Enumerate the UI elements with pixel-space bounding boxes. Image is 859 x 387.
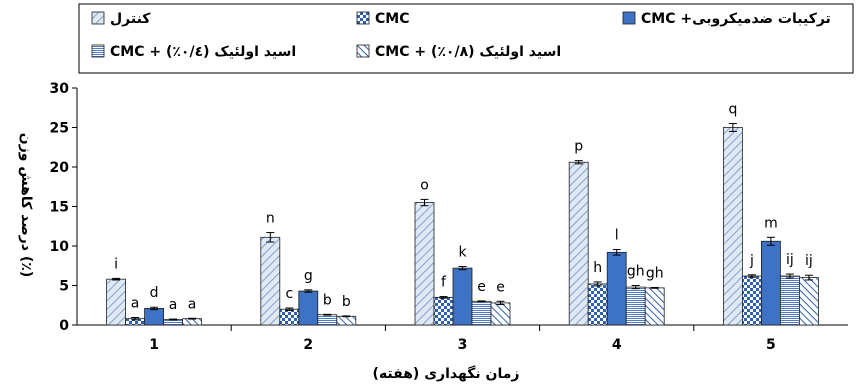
significance-letter: b [342,294,351,310]
y-tick-label: 25 [50,121,69,137]
bar [606,251,627,326]
y-tick-label: 30 [50,81,70,97]
bar [471,300,492,326]
bar [298,290,319,326]
legend-swatch [622,11,636,25]
x-tick-label: 4 [612,337,622,353]
legend-item-1: CMC [356,11,409,27]
bar [625,286,646,326]
legend-swatch [91,11,105,25]
bars: i n o p q a c f h j d g k l m a b e gh ij a b e gh ij [106,102,819,326]
bar [742,275,762,326]
legend-label: کنترل [110,11,151,27]
bar [452,267,473,326]
significance-letter: e [496,279,505,295]
significance-letter: q [728,102,737,118]
significance-letter: e [477,279,486,295]
x-tick-label: 2 [303,337,313,353]
significance-letter: f [441,275,447,291]
y-tick-label: 0 [59,318,69,334]
significance-letter: k [458,245,467,261]
significance-letter: b [323,292,332,308]
significance-letter: a [169,297,178,313]
legend-item-0: کنترل [91,11,151,27]
significance-letter: l [615,228,619,244]
legend-label: CMC [375,11,409,27]
y-tick-label: 15 [50,200,69,216]
x-tick-label: 5 [766,337,776,353]
legend-label: ترکیبات ضدمیکروبی+ CMC [641,11,831,27]
bar [799,277,819,326]
legend-label: اسید اولئیک (٠/٨٪) + CMC [375,44,561,60]
bar [144,308,165,326]
bar [317,314,338,326]
significance-letter: c [285,286,293,302]
series-0: i n o p q [106,102,743,326]
bar [780,275,800,326]
significance-letter: a [131,295,140,311]
significance-letter: h [593,260,602,276]
significance-letter: p [574,139,583,155]
bar [587,283,608,326]
x-tick-label: 3 [458,337,468,353]
bar [723,127,743,326]
significance-letter: gh [627,264,645,280]
bar [279,308,300,326]
legend-label: اسید اولئیک (٠/٤٪) + CMC [110,44,296,60]
y-tick-label: 5 [59,279,69,295]
bar [336,315,357,326]
legend-item-4: اسید اولئیک (٠/٨٪) + CMC [356,44,561,60]
legend-item-2: ترکیبات ضدمیکروبی+ CMC [622,11,831,27]
significance-letter: a [188,296,197,312]
significance-letter: n [266,211,275,227]
legend-swatch [356,11,370,25]
y-tick-label: 10 [50,239,70,255]
legend-item-3: اسید اولئیک (٠/٤٪) + CMC [91,44,296,60]
bar [414,202,435,326]
significance-letter: ij [786,252,794,268]
significance-letter: m [764,215,778,231]
bar [106,278,126,326]
x-tick-label: 1 [149,337,159,353]
significance-letter: d [150,285,159,301]
legend: کنترل CMC ترکیبات ضدمیکروبی+ CMC اسید اولئی… [91,11,831,60]
y-tick-label: 20 [50,160,70,176]
significance-letter: o [420,177,429,193]
bar [761,240,781,326]
bar [644,287,665,326]
legend-swatch [356,44,370,58]
x-axis-title: زمان نگهداری (هفته) [373,365,520,382]
bar [568,161,589,326]
significance-letter: j [749,253,754,269]
bar [260,236,281,326]
significance-letter: gh [646,265,664,281]
series-2: d g k l m [144,215,781,326]
bar [182,318,203,326]
bar [433,296,454,326]
series-1: a c f h j [125,253,762,326]
significance-letter: ij [805,253,813,269]
bar [490,302,511,326]
y-axis-title: درصد کاهش وزن (٪) [18,133,34,277]
legend-box [78,3,854,74]
significance-letter: g [304,268,313,284]
significance-letter: i [114,256,118,272]
legend-swatch [91,44,105,58]
